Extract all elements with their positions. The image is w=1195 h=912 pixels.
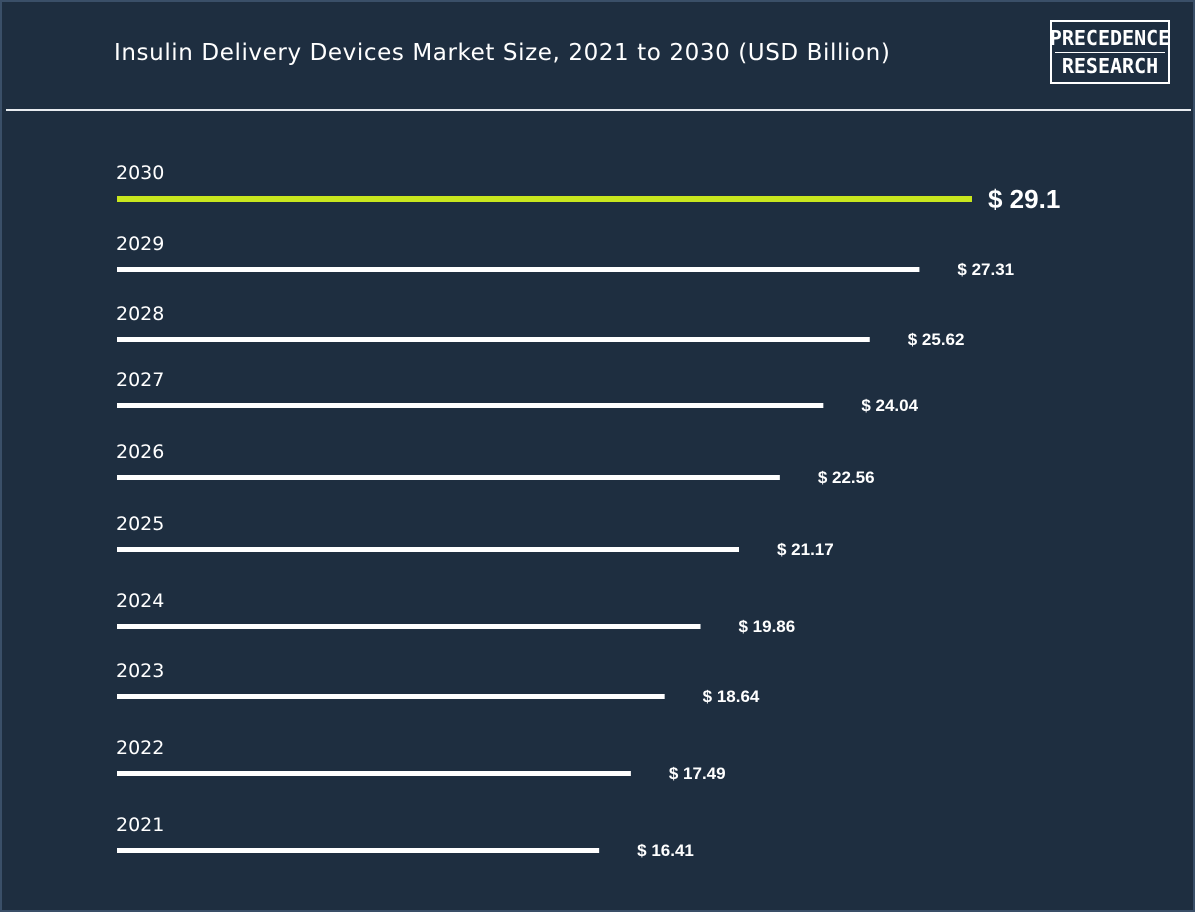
year-label: 2029	[116, 233, 164, 255]
bar	[117, 771, 631, 776]
precedence-research-logo: PRECEDENCE RESEARCH	[1050, 20, 1170, 84]
bar-value-label: $ 22.56	[818, 468, 875, 487]
bar	[117, 624, 701, 629]
bar-value-label: $ 21.17	[777, 540, 834, 559]
year-label: 2028	[116, 303, 164, 325]
bar-value-label: $ 19.86	[739, 617, 796, 636]
logo-line-1: PRECEDENCE	[1049, 25, 1171, 50]
bar	[117, 196, 972, 202]
year-label: 2030	[116, 162, 164, 184]
bar-value-label: $ 18.64	[703, 687, 760, 706]
bar-value-label: $ 16.41	[637, 841, 694, 860]
bar	[117, 403, 824, 408]
bar-value-label: $ 25.62	[908, 330, 965, 349]
bar	[117, 694, 665, 699]
year-label: 2024	[116, 590, 164, 612]
chart-title: Insulin Delivery Devices Market Size, 20…	[114, 40, 891, 66]
year-label: 2021	[116, 814, 164, 836]
year-label: 2023	[116, 660, 164, 682]
bar	[117, 267, 920, 272]
logo-line-2: RESEARCH	[1055, 51, 1165, 80]
bar	[117, 475, 780, 480]
bar-value-label: $ 27.31	[957, 260, 1014, 279]
bar	[117, 337, 870, 342]
header-divider	[6, 109, 1191, 111]
year-label: 2027	[116, 369, 164, 391]
bar-value-label: $ 24.04	[861, 396, 918, 415]
year-label: 2025	[116, 513, 164, 535]
bar-value-label: $ 17.49	[669, 764, 726, 783]
year-label: 2022	[116, 737, 164, 759]
bar	[117, 848, 600, 853]
bar	[117, 547, 740, 552]
year-label: 2026	[116, 441, 164, 463]
bar-value-label: $ 29.1	[988, 184, 1060, 214]
